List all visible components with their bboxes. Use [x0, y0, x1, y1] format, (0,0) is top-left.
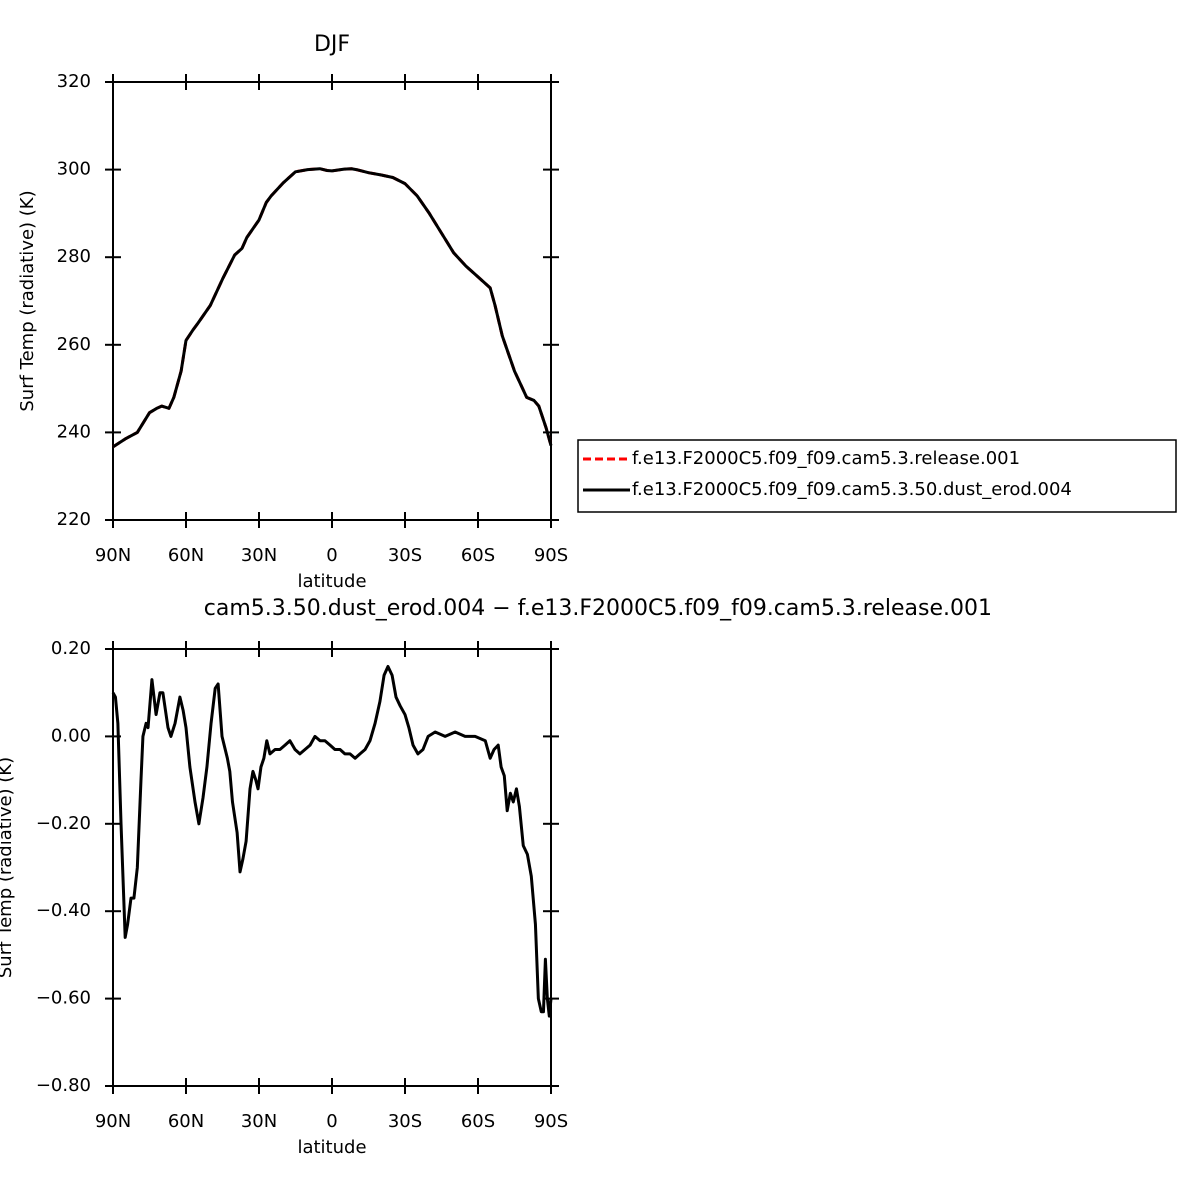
y-axis-label: Surf Temp (radiative) (K)	[0, 757, 16, 978]
y-tick-label: 300	[57, 159, 91, 180]
y-tick-label: −0.80	[36, 1075, 91, 1096]
y-axis-label: Surf Temp (radiative) (K)	[17, 190, 38, 411]
x-tick-label: 30N	[241, 1111, 277, 1132]
x-tick-label: 60S	[461, 1111, 495, 1132]
x-tick-label: 90S	[534, 1111, 568, 1132]
y-tick-label: −0.40	[36, 900, 91, 921]
legend-label: f.e13.F2000C5.f09_f09.cam5.3.release.001	[632, 448, 1020, 469]
chart-title: DJF	[314, 32, 350, 57]
y-tick-label: 260	[57, 334, 91, 355]
legend-label: f.e13.F2000C5.f09_f09.cam5.3.50.dust_ero…	[632, 479, 1072, 500]
y-tick-label: 240	[57, 421, 91, 442]
x-tick-label: 30S	[388, 545, 422, 566]
x-tick-label: 0	[326, 1111, 337, 1132]
x-tick-label: 60N	[168, 545, 204, 566]
x-tick-label: 0	[326, 545, 337, 566]
x-axis-label: latitude	[297, 1137, 366, 1158]
data-line	[112, 167, 553, 449]
x-tick-label: 90S	[534, 545, 568, 566]
x-tick-label: 60N	[168, 1111, 204, 1132]
data-line	[111, 664, 553, 1018]
x-tick-label: 90N	[95, 1111, 131, 1132]
plot-frame	[112, 648, 552, 1087]
plot-frame	[112, 81, 552, 521]
x-tick-label: 90N	[95, 545, 131, 566]
data-line	[112, 167, 553, 449]
y-tick-label: 220	[57, 509, 91, 530]
y-tick-label: 0.20	[51, 638, 91, 659]
y-tick-label: 280	[57, 246, 91, 267]
x-tick-label: 30N	[241, 545, 277, 566]
legend-box	[577, 439, 1177, 513]
y-tick-label: −0.60	[36, 988, 91, 1009]
x-axis-label: latitude	[297, 571, 366, 592]
y-tick-label: 320	[57, 71, 91, 92]
x-tick-label: 30S	[388, 1111, 422, 1132]
y-tick-label: 0.00	[51, 725, 91, 746]
chart-title: cam5.3.50.dust_erod.004 − f.e13.F2000C5.…	[204, 596, 992, 621]
x-tick-label: 60S	[461, 545, 495, 566]
y-tick-label: −0.20	[36, 813, 91, 834]
